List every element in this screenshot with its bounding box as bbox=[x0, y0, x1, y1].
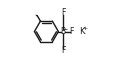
Text: K: K bbox=[80, 27, 85, 36]
Text: F: F bbox=[61, 8, 65, 17]
Text: F: F bbox=[61, 46, 65, 55]
Text: F: F bbox=[69, 27, 74, 36]
Text: B: B bbox=[61, 27, 66, 36]
Text: +: + bbox=[82, 26, 87, 31]
Text: −: − bbox=[62, 27, 67, 32]
